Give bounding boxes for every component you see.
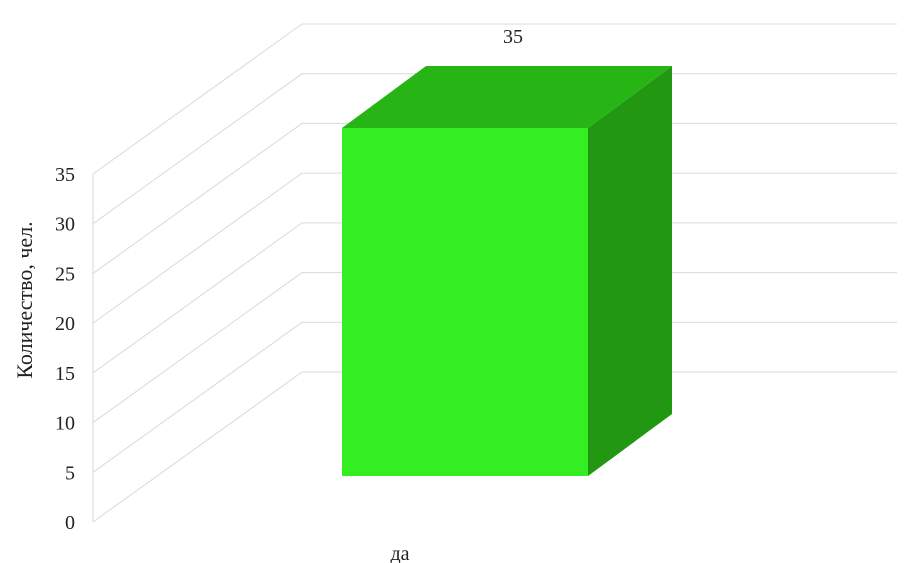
data-label: 35: [503, 26, 523, 48]
x-axis-categories: да: [390, 543, 409, 563]
data-labels: 35: [503, 26, 523, 48]
y-tick-label: 10: [55, 413, 75, 435]
y-tick-label: 30: [55, 214, 75, 236]
y-tick-label: 35: [55, 164, 75, 186]
gridline-diagonal: [92, 23, 303, 175]
y-tick-label: 20: [55, 313, 75, 335]
gridline-diagonal: [92, 73, 303, 225]
x-category-label: да: [390, 543, 409, 563]
y-axis-ticks: 0 5 10 15 20 25 30 35: [55, 164, 75, 534]
gridline-diagonal: [92, 272, 303, 423]
gridline-diagonal: [92, 123, 303, 274]
gridline-diagonal: [92, 371, 303, 523]
y-axis-title: Количество, чел.: [12, 221, 37, 378]
y-tick-label: 15: [55, 363, 75, 385]
bars: [342, 66, 672, 476]
y-tick-label: 25: [55, 263, 75, 285]
bar-side-face: [588, 66, 672, 476]
gridline-diagonal: [92, 222, 303, 374]
y-tick-label: 0: [65, 512, 75, 534]
gridline-diagonal: [92, 321, 303, 473]
gridline-diagonal: [92, 172, 303, 324]
y-tick-label: 5: [65, 462, 75, 484]
bar-front-face: [342, 128, 588, 476]
bar-top-face: [342, 66, 672, 128]
